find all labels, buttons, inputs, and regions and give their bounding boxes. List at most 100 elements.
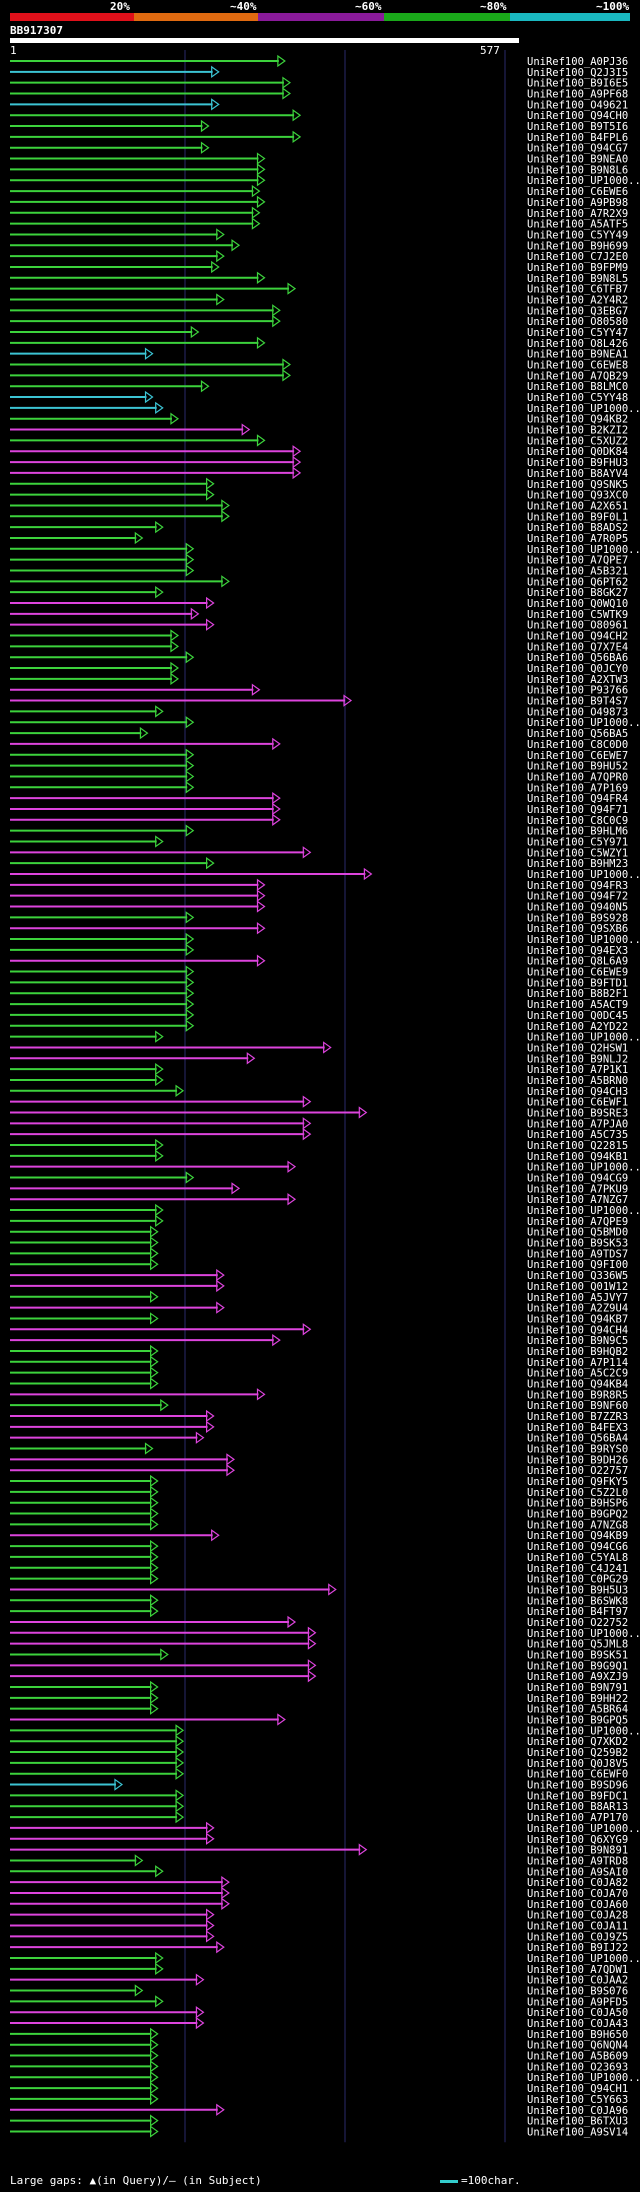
hit-id[interactable]: UniRef100_B9FTD1 (527, 977, 628, 989)
hit-row[interactable]: UniRef100_O49873 (10, 705, 628, 718)
hit-id[interactable]: UniRef100_Q5JML8 (527, 1639, 628, 1651)
hit-row[interactable]: UniRef100_Q3EBG7 (10, 304, 628, 317)
hit-row[interactable]: UniRef100_Q336W5 (10, 1268, 628, 1282)
hit-id[interactable]: UniRef100_A5C735 (527, 1129, 628, 1141)
hit-id[interactable]: UniRef100_B9H650 (527, 2029, 628, 2041)
hit-row[interactable]: UniRef100_C0PG29 (10, 1572, 628, 1586)
hit-id[interactable]: UniRef100_Q9SNK5 (527, 479, 628, 491)
hit-row[interactable]: UniRef100_Q0WQ10 (10, 596, 628, 610)
hit-row[interactable]: UniRef100_Q94KB1 (10, 1149, 628, 1163)
hit-id[interactable]: UniRef100_B9NEA0 (527, 154, 628, 166)
hit-row[interactable]: UniRef100_Q94CH2 (10, 629, 628, 643)
hit-id[interactable]: UniRef100_C5YAL8 (527, 1552, 628, 1564)
hit-row[interactable]: UniRef100_Q94F71 (10, 802, 628, 816)
hit-id[interactable]: UniRef100_B9IJ22 (527, 1942, 628, 1954)
hit-row[interactable]: UniRef100_C6EWE8 (10, 358, 628, 372)
hit-row[interactable]: UniRef100_B9N8L6 (10, 163, 628, 176)
hit-id[interactable]: UniRef100_Q0DK84 (527, 446, 628, 458)
hit-id[interactable]: UniRef100_B9GPQ2 (527, 1509, 628, 1521)
hit-row[interactable]: UniRef100_C0JA50 (10, 2006, 628, 2019)
hit-row[interactable]: UniRef100_Q94FR3 (10, 878, 628, 892)
hit-id[interactable]: UniRef100_C6EWE6 (527, 186, 628, 198)
hit-id[interactable]: UniRef100_B9G9Q1 (527, 1660, 628, 1672)
hit-row[interactable]: UniRef100_C0JA60 (10, 1897, 628, 1911)
hit-row[interactable]: UniRef100_Q56BA6 (10, 651, 628, 664)
hit-id[interactable]: UniRef100_Q9FKY5 (527, 1476, 628, 1488)
hit-row[interactable]: UniRef100_Q94CG6 (10, 1539, 628, 1553)
hit-id[interactable]: UniRef100_A2X651 (527, 500, 628, 512)
hit-row[interactable]: UniRef100_Q56BA5 (10, 726, 628, 740)
hit-id[interactable]: UniRef100_Q0WQ10 (527, 598, 628, 610)
hit-row[interactable]: UniRef100_B9T5I6 (10, 119, 628, 133)
hit-id[interactable]: UniRef100_C0J9Z5 (527, 1931, 628, 1943)
hit-row[interactable]: UniRef100_Q940N5 (10, 900, 628, 914)
hit-id[interactable]: UniRef100_UP1000... (527, 544, 640, 556)
hit-row[interactable]: UniRef100_Q56BA4 (10, 1431, 628, 1445)
hit-id[interactable]: UniRef100_C6EWE9 (527, 967, 628, 979)
hit-id[interactable]: UniRef100_UP1000... (527, 403, 640, 415)
hit-id[interactable]: UniRef100_Q9SXB6 (527, 923, 628, 935)
hit-id[interactable]: UniRef100_B9H699 (527, 240, 628, 252)
hit-id[interactable]: UniRef100_B4FEX3 (527, 1422, 628, 1434)
hit-row[interactable]: UniRef100_B9HM23 (10, 856, 628, 870)
hit-row[interactable]: UniRef100_C6EWE7 (10, 748, 628, 762)
hit-row[interactable]: UniRef100_B9HU52 (10, 759, 628, 773)
hit-id[interactable]: UniRef100_O49873 (527, 706, 628, 718)
hit-id[interactable]: UniRef100_B9S076 (527, 1986, 628, 1998)
hit-id[interactable]: UniRef100_Q94KB1 (527, 1151, 628, 1163)
hit-id[interactable]: UniRef100_A0PJ36 (527, 56, 628, 68)
hit-row[interactable]: UniRef100_B8AR13 (10, 1800, 628, 1813)
hit-row[interactable]: UniRef100_B8ADS2 (10, 520, 628, 534)
hit-id[interactable]: UniRef100_Q259B2 (527, 1747, 628, 1759)
hit-row[interactable]: UniRef100_A9PF68 (10, 87, 628, 101)
hit-row[interactable]: UniRef100_A7QPE9 (10, 1214, 628, 1228)
hit-row[interactable]: UniRef100_Q2HSW1 (10, 1041, 628, 1054)
hit-row[interactable]: UniRef100_C4J241 (10, 1561, 628, 1575)
hit-row[interactable]: UniRef100_C6EWE9 (10, 965, 628, 979)
hit-row[interactable]: UniRef100_A9PFD5 (10, 1995, 628, 2008)
hit-row[interactable]: UniRef100_UP1000... (10, 1626, 640, 1640)
hit-id[interactable]: UniRef100_A7NZG8 (527, 1519, 628, 1531)
hit-row[interactable]: UniRef100_A9TRD8 (10, 1854, 628, 1867)
hit-row[interactable]: UniRef100_B6TXU3 (10, 2114, 628, 2128)
hit-id[interactable]: UniRef100_A9SAI0 (527, 1866, 628, 1878)
hit-row[interactable]: UniRef100_B9HSP6 (10, 1496, 628, 1510)
hit-row[interactable]: UniRef100_O22752 (10, 1615, 628, 1629)
hit-row[interactable]: UniRef100_C6EWE6 (10, 184, 628, 198)
hit-row[interactable]: UniRef100_C6EWF0 (10, 1767, 628, 1781)
hit-id[interactable]: UniRef100_B9R8R5 (527, 1389, 628, 1401)
hit-row[interactable]: UniRef100_C0JA11 (10, 1919, 628, 1932)
hit-id[interactable]: UniRef100_B4FPL6 (527, 132, 628, 144)
hit-id[interactable]: UniRef100_B9HSP6 (527, 1498, 628, 1510)
hit-row[interactable]: UniRef100_A5BRN0 (10, 1073, 628, 1087)
hit-id[interactable]: UniRef100_Q6NQN4 (527, 2040, 628, 2052)
hit-id[interactable]: UniRef100_A9TDS7 (527, 1248, 628, 1260)
hit-id[interactable]: UniRef100_Q94CH3 (527, 1086, 628, 1098)
hit-row[interactable]: UniRef100_B4FEX3 (10, 1420, 628, 1434)
hit-row[interactable]: UniRef100_B9NF60 (10, 1398, 628, 1412)
hit-id[interactable]: UniRef100_A7P1K1 (527, 1064, 628, 1076)
hit-id[interactable]: UniRef100_C6EWF0 (527, 1769, 628, 1781)
hit-id[interactable]: UniRef100_A7P169 (527, 782, 628, 794)
hit-id[interactable]: UniRef100_UP1000... (527, 1725, 640, 1737)
hit-id[interactable]: UniRef100_B7ZZR3 (527, 1411, 628, 1423)
hit-row[interactable]: UniRef100_B9GPQ2 (10, 1507, 628, 1521)
hit-id[interactable]: UniRef100_C5WTK9 (527, 609, 628, 621)
hit-row[interactable]: UniRef100_UP1000... (10, 1724, 640, 1737)
hit-id[interactable]: UniRef100_Q94KB7 (527, 1313, 628, 1325)
hit-row[interactable]: UniRef100_Q259B2 (10, 1745, 628, 1759)
hit-id[interactable]: UniRef100_C6TFB7 (527, 284, 628, 296)
hit-id[interactable]: UniRef100_B9HQB2 (527, 1346, 628, 1358)
hit-id[interactable]: UniRef100_A5BR64 (527, 1704, 628, 1716)
hit-id[interactable]: UniRef100_Q94CH4 (527, 1324, 628, 1336)
hit-id[interactable]: UniRef100_C0JA60 (527, 1899, 628, 1911)
hit-row[interactable]: UniRef100_C6EWF1 (10, 1095, 628, 1109)
hit-row[interactable]: UniRef100_A5C2C9 (10, 1366, 628, 1380)
hit-id[interactable]: UniRef100_C0JA82 (527, 1877, 628, 1889)
hit-row[interactable]: UniRef100_Q94KB9 (10, 1529, 628, 1542)
hit-row[interactable]: UniRef100_C0JA70 (10, 1886, 628, 1900)
hit-row[interactable]: UniRef100_C0JA28 (10, 1908, 628, 1922)
hit-row[interactable]: UniRef100_Q93XC0 (10, 488, 628, 502)
hit-id[interactable]: UniRef100_Q8L6A9 (527, 956, 628, 968)
hit-id[interactable]: UniRef100_Q94CH0 (527, 110, 628, 122)
